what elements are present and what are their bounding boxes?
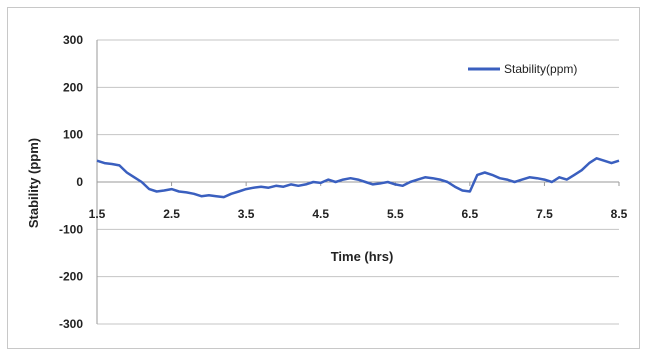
- series-layer: [96, 157, 620, 199]
- gridlines: [96, 39, 619, 325]
- y-axis-title: Stability (ppm): [26, 138, 41, 228]
- series-line: [96, 157, 620, 199]
- x-axis-title: Time (hrs): [331, 249, 394, 264]
- x-tick-label: 2.5: [163, 207, 180, 221]
- y-tick-label: -200: [59, 270, 83, 284]
- y-tick-label: -100: [59, 222, 83, 236]
- y-tick-label: 0: [76, 175, 83, 189]
- x-tick-label: 6.5: [462, 207, 479, 221]
- legend: Stability(ppm): [468, 62, 577, 76]
- x-tick-label: 5.5: [387, 207, 404, 221]
- x-tick-label: 7.5: [536, 207, 553, 221]
- y-tick-label: -300: [59, 317, 83, 331]
- y-tick-label: 200: [63, 80, 83, 94]
- x-tick-label: 8.5: [611, 207, 628, 221]
- x-tick-label: 3.5: [238, 207, 255, 221]
- y-tick-labels: 300 200 100 0 -100 -200 -300: [59, 33, 83, 331]
- x-tick-label: 1.5: [89, 207, 106, 221]
- x-tick-label: 4.5: [312, 207, 329, 221]
- y-tick-label: 100: [63, 128, 83, 142]
- y-tick-label: 300: [63, 33, 83, 47]
- x-tick-labels: 1.5 2.5 3.5 4.5 5.5 6.5 7.5 8.5: [89, 182, 628, 221]
- legend-label: Stability(ppm): [504, 62, 577, 76]
